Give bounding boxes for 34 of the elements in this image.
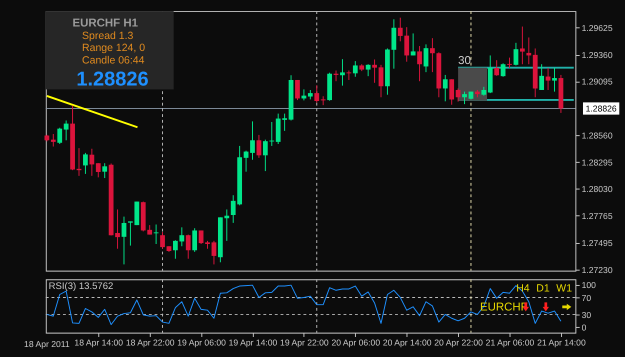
annotation: Spread 1.3 — [82, 30, 134, 42]
y-tick-label: 1.29360 — [582, 50, 613, 60]
y-tick-label: 1.29625 — [582, 23, 613, 34]
y-tick-label: 1.27495 — [582, 238, 613, 248]
x-tick-label: 21 Apr 14:00 — [537, 338, 586, 348]
annotation: Range 124, 0 — [82, 43, 146, 54]
x-tick-label: 19 Apr 14:00 — [228, 338, 278, 348]
y-tick-label: 1.27765 — [582, 210, 613, 221]
ref-line-label: 1.28826 — [586, 103, 617, 114]
y-tick-label: 1.28030 — [582, 184, 613, 194]
x-tick-label: 19 Apr 22:00 — [280, 338, 329, 348]
annotation: 30 — [458, 54, 471, 67]
annotation: EURCHF H1 — [72, 17, 139, 30]
y-tick-label: 70 — [582, 292, 592, 303]
y-tick-label: 1.29095 — [582, 76, 613, 87]
y-tick-label: 1.28560 — [582, 130, 613, 141]
annotation: W1 — [556, 284, 572, 295]
y-tick-label: 1.27230 — [582, 264, 613, 275]
text: 18 Apr 2011 — [24, 338, 70, 349]
annotation: RSI(3) 13.5762 — [48, 280, 114, 292]
x-tick-label: 20 Apr 22:00 — [434, 338, 484, 348]
x-tick-label: 18 Apr 22:00 — [126, 338, 175, 348]
y-tick-label: 0 — [582, 322, 587, 332]
x-tick-label: 20 Apr 14:00 — [382, 338, 432, 348]
x-tick-label: 20 Apr 06:00 — [331, 338, 380, 348]
y-tick-label: 100 — [582, 280, 596, 290]
y-tick-label: 30 — [582, 310, 592, 320]
annotation: D1 — [536, 284, 550, 295]
x-tick-label: 21 Apr 06:00 — [486, 338, 535, 348]
annotation: 1.28826 — [76, 68, 149, 91]
x-tick-label: 19 Apr 06:00 — [177, 338, 226, 348]
y-tick-label: 1.28295 — [582, 157, 613, 168]
x-tick-label: 18 Apr 14:00 — [74, 338, 124, 348]
annotation: Candle 06:44 — [82, 56, 145, 67]
